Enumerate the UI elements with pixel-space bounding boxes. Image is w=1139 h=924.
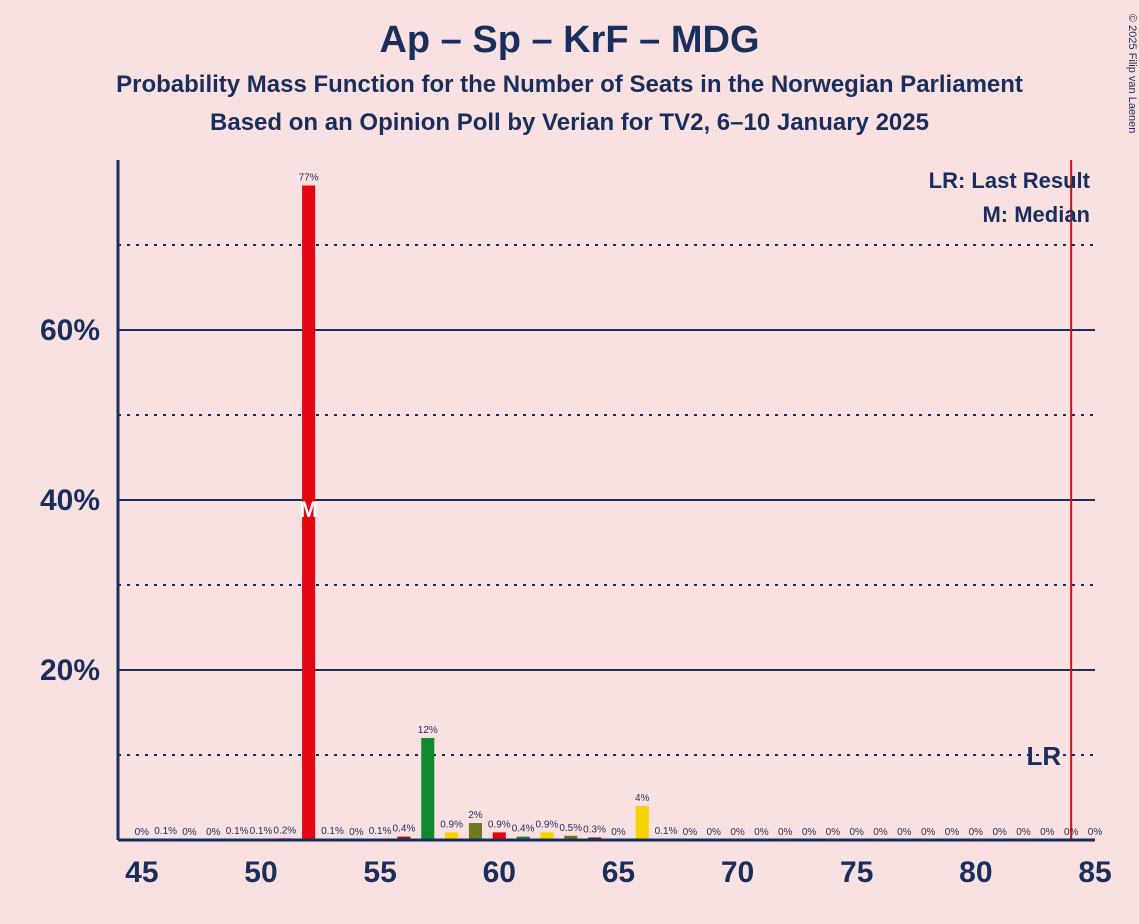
bar-label: 0% — [206, 827, 221, 838]
bar-label: 12% — [418, 725, 438, 736]
bar-label: 0.1% — [154, 826, 177, 837]
bar-label: 77% — [299, 173, 319, 184]
xaxis-label: 60 — [483, 856, 516, 889]
bar-label: 0% — [730, 827, 745, 838]
legend-lr: LR: Last Result — [929, 168, 1091, 193]
bar-label: 0% — [849, 827, 864, 838]
bar-label: 0% — [969, 827, 984, 838]
median-label: M — [299, 497, 317, 522]
bar-label: 0% — [182, 827, 197, 838]
bar — [421, 738, 434, 840]
bar-label: 0% — [683, 827, 698, 838]
bar-label: 0% — [945, 827, 960, 838]
bar-label: 0% — [349, 827, 364, 838]
pmf-chart: Ap – Sp – KrF – MDG Probability Mass Func… — [0, 0, 1139, 924]
bar-label: 0.9% — [536, 819, 559, 830]
bar-label: 0.1% — [655, 826, 678, 837]
bar-label: 0% — [611, 827, 626, 838]
bar-label: 0% — [873, 827, 888, 838]
bar-label: 0% — [992, 827, 1007, 838]
xaxis-label: 45 — [125, 856, 158, 889]
bar-label: 0% — [754, 827, 769, 838]
chart-subtitle-2: Based on an Opinion Poll by Verian for T… — [210, 109, 929, 136]
bar-label: 0% — [897, 827, 912, 838]
bar-label: 0% — [802, 827, 817, 838]
xaxis-label: 70 — [721, 856, 754, 889]
bar-label: 2% — [468, 810, 483, 821]
bar-label: 0.1% — [321, 826, 344, 837]
bar-label: 0.2% — [273, 825, 296, 836]
bar — [636, 806, 649, 840]
bar-label: 0.1% — [250, 826, 273, 837]
xaxis-label: 55 — [363, 856, 396, 889]
bar-label: 0% — [778, 827, 793, 838]
xaxis-label: 50 — [244, 856, 277, 889]
bar-label: 0% — [1016, 827, 1031, 838]
bar-label: 0% — [1040, 827, 1055, 838]
lr-label: LR — [1026, 741, 1061, 771]
bar-label: 0.5% — [559, 823, 582, 834]
bar-label: 0.4% — [393, 824, 416, 835]
bar-label: 0% — [1088, 827, 1103, 838]
yaxis-label: 40% — [40, 484, 100, 517]
bar-label: 0.4% — [512, 824, 535, 835]
chart-title: Ap – Sp – KrF – MDG — [379, 19, 759, 61]
chart-subtitle-1: Probability Mass Function for the Number… — [116, 71, 1023, 98]
copyright-text: © 2025 Filip van Laenen — [1126, 14, 1138, 133]
bar-label: 0% — [826, 827, 841, 838]
legend-m: M: Median — [982, 202, 1090, 227]
xaxis-label: 80 — [959, 856, 992, 889]
bar — [469, 823, 482, 840]
yaxis-label: 60% — [40, 314, 100, 347]
bar-label: 0.1% — [226, 826, 249, 837]
yaxis-label: 20% — [40, 654, 100, 687]
bar-label: 4% — [635, 793, 650, 804]
bar-label: 0% — [135, 827, 150, 838]
xaxis-label: 65 — [602, 856, 635, 889]
xaxis-label: 85 — [1078, 856, 1111, 889]
xaxis-label: 75 — [840, 856, 873, 889]
bar-label: 0.1% — [369, 826, 392, 837]
bar-label: 0% — [921, 827, 936, 838]
bar-label: 0.9% — [488, 819, 511, 830]
bar-label: 0% — [707, 827, 722, 838]
bar-label: 0.3% — [583, 824, 606, 835]
bar-label: 0.9% — [440, 819, 463, 830]
